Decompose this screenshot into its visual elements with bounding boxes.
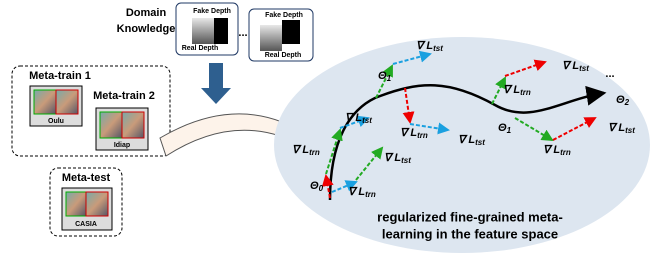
subscript: trn	[417, 131, 428, 140]
fake-depth: Fake Depth	[265, 12, 303, 19]
domain-title: Domain	[126, 7, 167, 19]
symbol: ∇ L	[348, 186, 365, 198]
depth-image	[260, 25, 282, 51]
symbol: ∇ L	[384, 152, 401, 164]
meta-train-title: Meta-train 2	[93, 90, 155, 102]
caption: learning in the feature space	[382, 226, 558, 241]
real-depth: Real Depth	[265, 52, 302, 59]
math-label: ∇ Ltst	[562, 60, 589, 73]
symbol: ∇ L	[503, 84, 520, 96]
dataset-name: Idiap	[114, 142, 130, 149]
face-image	[122, 112, 144, 138]
subscript: trn	[365, 190, 376, 199]
face-image	[56, 90, 78, 114]
caption: regularized fine-grained meta-	[377, 209, 563, 224]
subscript: trn	[520, 88, 531, 97]
down-arrow	[201, 63, 231, 104]
meta-test-title: Meta-test	[62, 172, 111, 184]
symbol: ∇ L	[543, 144, 560, 156]
depth-image	[282, 20, 300, 44]
symbol: ∇ L	[292, 144, 309, 156]
subscript: 2	[624, 98, 630, 107]
real-depth: Real Depth	[182, 45, 219, 52]
subscript: tst	[362, 116, 372, 125]
subscript: tst	[475, 138, 485, 147]
subscript: tst	[625, 126, 635, 135]
face-image	[34, 90, 56, 114]
symbol: ∇ L	[400, 127, 417, 139]
depth-image	[214, 18, 228, 44]
subscript: 0	[319, 184, 324, 193]
ellipsis: ...	[605, 68, 614, 80]
subscript: 1	[387, 74, 392, 83]
subscript: 1	[507, 126, 512, 135]
domain-title: Knowledge	[117, 23, 176, 35]
face-image	[100, 112, 122, 138]
dataset-name: CASIA	[75, 221, 97, 228]
dataset-name: Oulu	[48, 118, 64, 125]
symbol: ∇ L	[562, 60, 579, 72]
diagram: Domain Knowledge Fake Depth Real Depth .…	[0, 0, 651, 257]
subscript: tst	[401, 156, 411, 165]
symbol: ∇ L	[458, 134, 475, 146]
fake-depth: Fake Depth	[193, 8, 231, 15]
symbol: ∇ L	[416, 40, 433, 52]
subscript: trn	[309, 148, 320, 157]
meta-train-title: Meta-train 1	[29, 70, 91, 82]
subscript: tst	[433, 44, 443, 53]
ellipsis: ...	[238, 27, 247, 39]
symbol: ∇ L	[608, 122, 625, 134]
depth-image	[192, 18, 214, 44]
symbol: ∇ L	[345, 112, 362, 124]
subscript: tst	[579, 64, 589, 73]
face-image	[86, 192, 108, 216]
face-image	[66, 192, 86, 216]
subscript: trn	[560, 148, 571, 157]
